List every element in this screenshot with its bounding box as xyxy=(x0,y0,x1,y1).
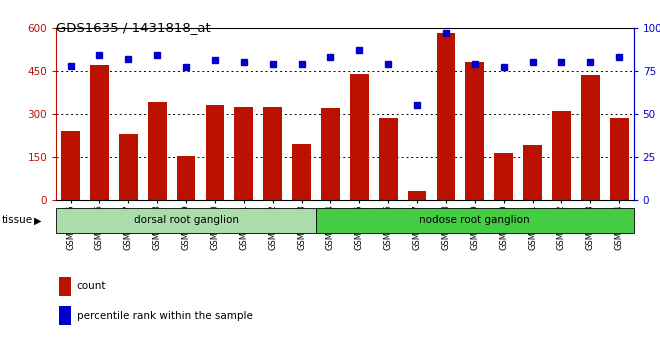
Bar xyxy=(436,33,455,200)
Bar xyxy=(523,146,542,200)
Bar xyxy=(379,118,397,200)
Text: dorsal root ganglion: dorsal root ganglion xyxy=(133,216,238,225)
Text: nodose root ganglion: nodose root ganglion xyxy=(420,216,530,225)
Bar xyxy=(119,134,138,200)
Bar xyxy=(148,102,166,200)
Bar xyxy=(56,208,316,233)
Text: percentile rank within the sample: percentile rank within the sample xyxy=(77,311,252,321)
Bar xyxy=(350,73,369,200)
Bar xyxy=(581,75,600,200)
Text: tissue: tissue xyxy=(1,215,32,225)
Bar xyxy=(61,131,80,200)
Bar xyxy=(552,111,571,200)
Bar xyxy=(494,152,513,200)
Bar xyxy=(234,107,253,200)
Bar xyxy=(321,108,340,200)
Text: ▶: ▶ xyxy=(34,216,42,226)
Bar xyxy=(610,118,628,200)
Text: GDS1635 / 1431818_at: GDS1635 / 1431818_at xyxy=(56,21,211,34)
Bar xyxy=(465,62,484,200)
Bar xyxy=(408,191,426,200)
Text: count: count xyxy=(77,282,106,291)
Bar xyxy=(177,156,195,200)
Bar xyxy=(90,65,109,200)
Bar xyxy=(205,105,224,200)
Bar xyxy=(263,107,282,200)
Bar xyxy=(292,144,311,200)
Bar xyxy=(316,208,634,233)
